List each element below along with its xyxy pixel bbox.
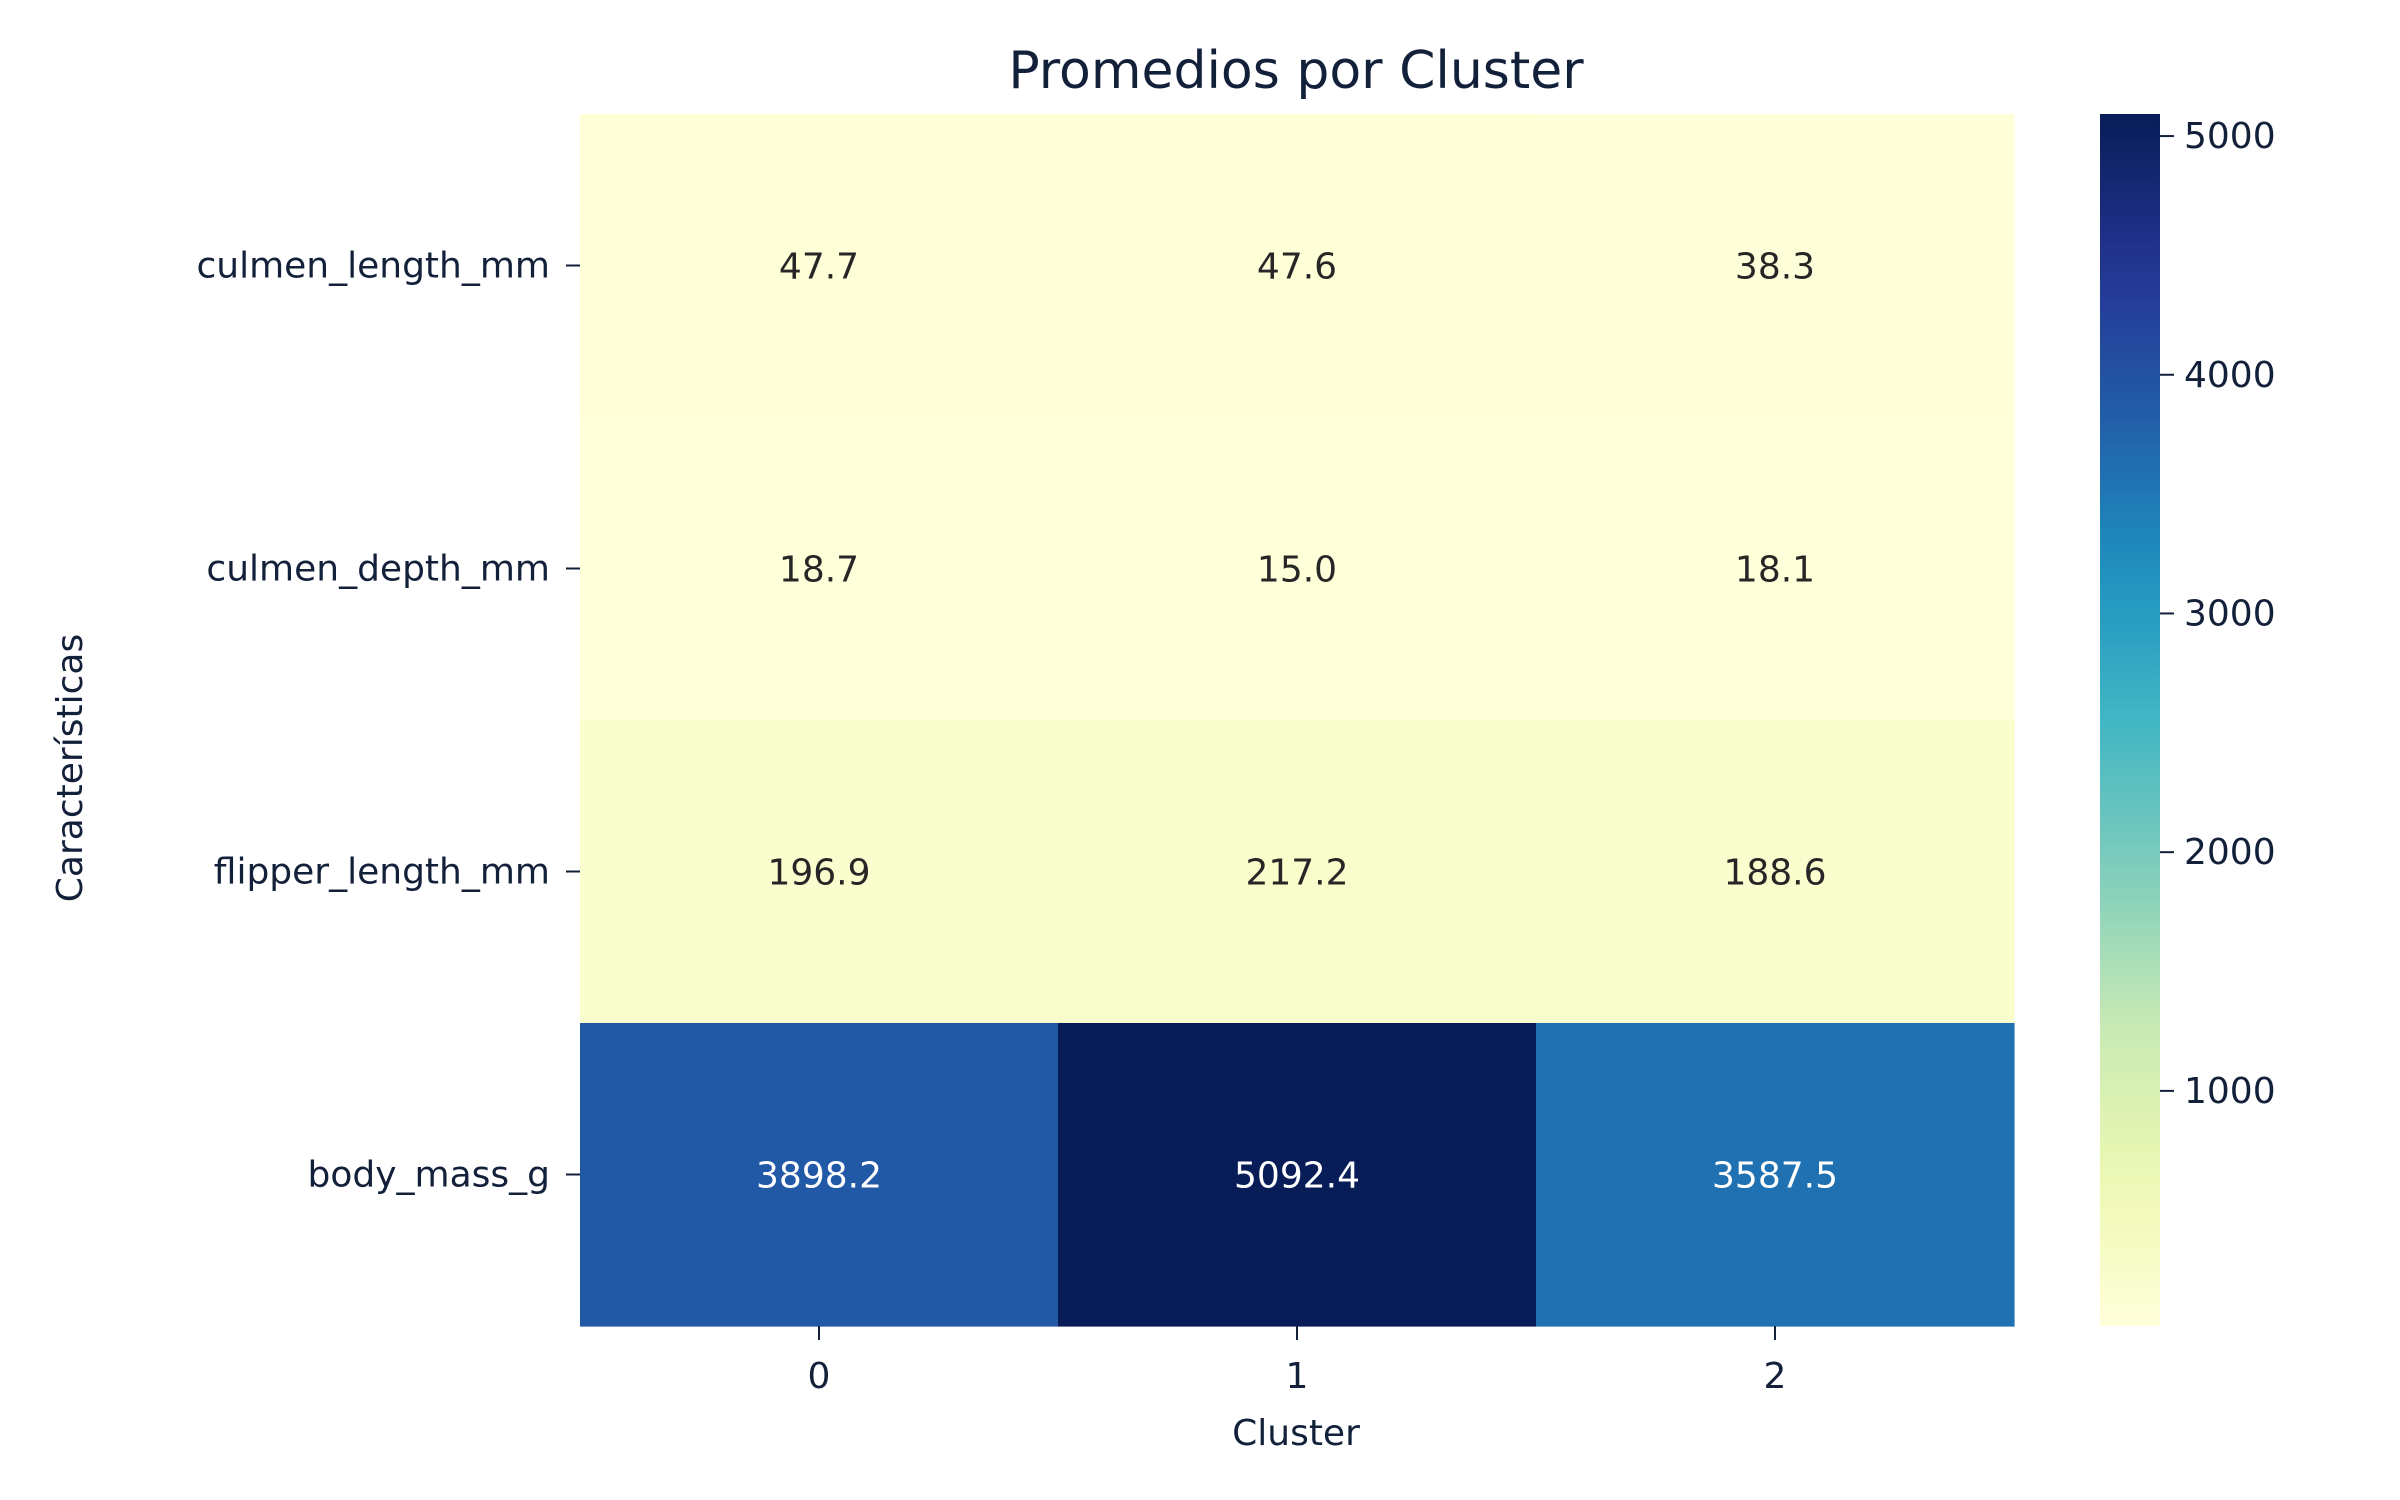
heatmap-cell [1058,1023,1537,1327]
x-axis: 0 1 2 [808,1326,1787,1397]
cell-value-label: 3587.5 [1712,1156,1838,1197]
x-tick-label: 1 [1286,1356,1309,1397]
cell-value-label: 15.0 [1257,550,1337,591]
cell-value-label: 47.6 [1257,247,1337,288]
heatmap-cell [580,720,1059,1024]
colorbar-gradient [2100,114,2160,1326]
colorbar-tick-label: 4000 [2184,355,2276,396]
cell-value-label: 18.7 [779,550,859,591]
y-tick-label: body_mass_g [307,1155,550,1196]
x-tick-label: 0 [808,1356,831,1397]
y-axis-label: Características [50,634,91,902]
chart-title: Promedios por Cluster [1008,41,1584,101]
cell-value-label: 217.2 [1245,853,1348,894]
colorbar-tick-label: 1000 [2184,1071,2276,1112]
colorbar-tick-label: 3000 [2184,593,2276,634]
heatmap-cell [1536,114,2015,418]
heatmap-cell [580,417,1059,721]
heatmap-cell [580,1023,1059,1327]
colorbar-tick-label: 2000 [2184,832,2276,873]
cell-value-label: 188.6 [1723,853,1826,894]
cell-value-label: 38.3 [1735,247,1815,288]
cell-value-label: 18.1 [1735,550,1815,591]
colorbar: 1000 2000 3000 4000 5000 [2100,114,2276,1326]
y-tick-label: culmen_length_mm [196,246,550,287]
y-tick-label: culmen_depth_mm [206,549,550,590]
y-tick-label: flipper_length_mm [214,852,550,893]
y-axis: culmen_length_mm culmen_depth_mm flipper_l… [196,246,580,1196]
heatmap-cell [1536,720,2015,1024]
heatmap-cell [1058,114,1537,418]
cell-value-label: 47.7 [779,247,859,288]
heatmap-cell [1536,417,2015,721]
x-axis-label: Cluster [1232,1413,1360,1454]
cell-value-label: 3898.2 [756,1156,882,1197]
x-tick-label: 2 [1764,1356,1787,1397]
colorbar-tick-label: 5000 [2184,116,2276,157]
heatmap-cells: 47.7 47.6 38.3 18.7 15.0 18.1 196.9 217.2 188.6 3… [580,114,2015,1327]
heatmap-cell [1058,417,1537,721]
cell-value-label: 196.9 [767,853,870,894]
cell-value-label: 5092.4 [1234,1156,1360,1197]
heatmap-cell [580,114,1059,418]
heatmap-cell [1536,1023,2015,1327]
heatmap-cell [1058,720,1537,1024]
